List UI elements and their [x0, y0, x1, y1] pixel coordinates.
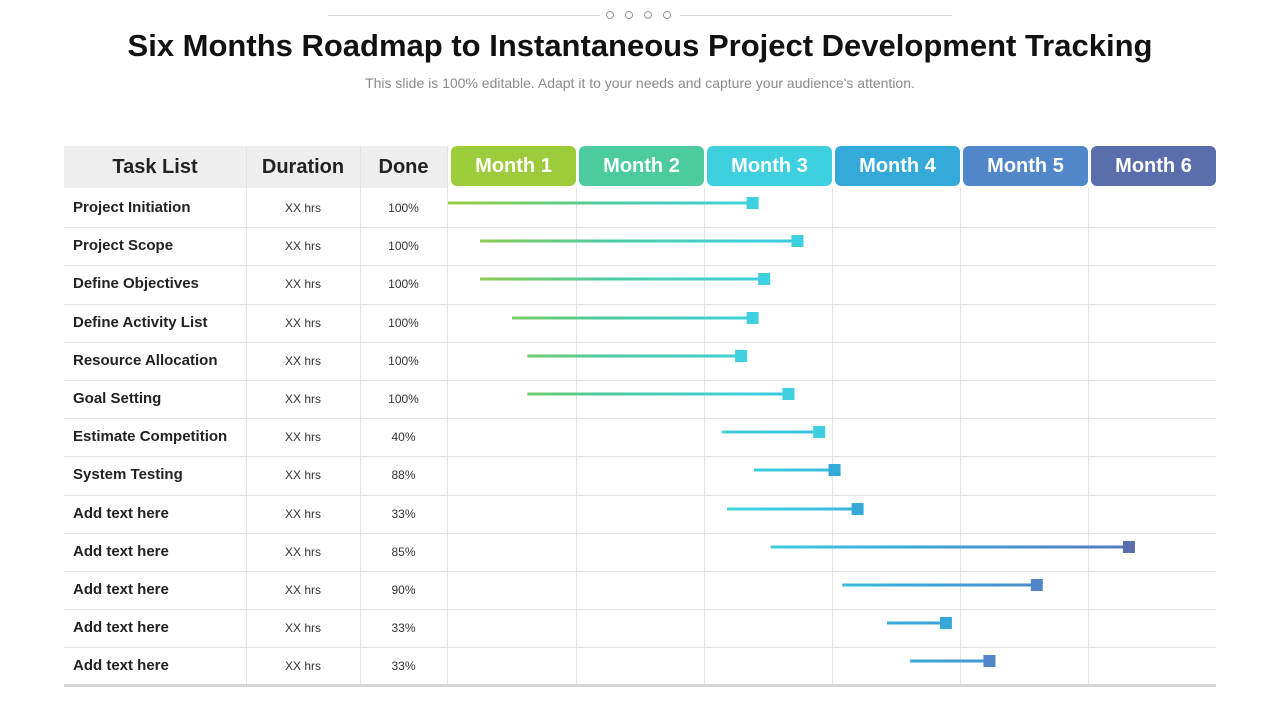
row-separator — [64, 647, 1216, 648]
task-duration: XX hrs — [284, 354, 321, 368]
header-done: Done — [378, 156, 429, 178]
task-duration: XX hrs — [284, 239, 321, 253]
decoration-dot — [625, 11, 633, 19]
header-duration: Duration — [261, 156, 345, 178]
decoration-dot — [663, 11, 671, 19]
task-name: Add text here — [73, 657, 169, 674]
task-duration: XX hrs — [284, 316, 321, 330]
task-name: Add text here — [73, 543, 169, 560]
task-end-marker — [746, 197, 759, 209]
task-duration: XX hrs — [284, 277, 321, 291]
row-separator — [64, 609, 1216, 610]
task-done: 100% — [388, 201, 419, 215]
task-end-marker — [735, 350, 748, 362]
task-name: System Testing — [73, 466, 183, 483]
task-end-marker — [828, 464, 841, 476]
header-task-list: Task List — [112, 156, 198, 178]
task-name: Add text here — [73, 619, 169, 636]
task-duration: XX hrs — [284, 583, 321, 597]
table-header-background — [64, 146, 447, 188]
top-decoration-line-right — [680, 15, 952, 16]
month-header-5: Month 5 — [963, 146, 1088, 186]
decoration-dot — [644, 11, 652, 19]
task-name: Resource Allocation — [73, 352, 218, 369]
task-name: Define Activity List — [73, 314, 208, 331]
month-header-2: Month 2 — [579, 146, 704, 186]
task-done: 100% — [388, 354, 419, 368]
task-name: Project Initiation — [73, 199, 191, 216]
table-bottom-border — [64, 684, 1216, 687]
task-done: 100% — [388, 239, 419, 253]
task-duration: XX hrs — [284, 507, 321, 521]
row-separator — [64, 342, 1216, 343]
task-end-marker — [813, 426, 826, 438]
page-subtitle: This slide is 100% editable. Adapt it to… — [365, 75, 915, 91]
month-grid-vline — [960, 188, 961, 686]
task-done: 90% — [391, 583, 416, 597]
task-done: 100% — [388, 316, 419, 330]
task-end-marker — [983, 655, 996, 667]
top-decoration-line-left — [328, 15, 600, 16]
month-grid-vline — [1088, 188, 1089, 686]
task-end-marker — [939, 617, 952, 629]
task-done: 33% — [391, 621, 416, 635]
task-done: 33% — [391, 659, 416, 673]
top-decoration-dots — [606, 11, 676, 20]
task-done: 88% — [391, 468, 416, 482]
row-separator — [64, 495, 1216, 496]
row-separator — [64, 418, 1216, 419]
task-end-marker — [746, 312, 759, 324]
task-done: 100% — [388, 392, 419, 406]
month-grid-vline — [832, 188, 833, 686]
grid-vline — [447, 146, 448, 686]
row-separator — [64, 304, 1216, 305]
task-name: Project Scope — [73, 237, 174, 254]
month-grid-vline — [704, 188, 705, 686]
task-done: 40% — [391, 430, 416, 444]
task-done: 100% — [388, 277, 419, 291]
task-name: Estimate Competition — [73, 428, 228, 445]
row-separator — [64, 380, 1216, 381]
task-duration: XX hrs — [284, 659, 321, 673]
task-end-marker — [851, 503, 864, 515]
task-end-marker — [782, 388, 795, 400]
task-duration: XX hrs — [284, 201, 321, 215]
row-separator — [64, 227, 1216, 228]
task-duration: XX hrs — [284, 621, 321, 635]
task-done: 85% — [391, 545, 416, 559]
page-title: Six Months Roadmap to Instantaneous Proj… — [127, 28, 1153, 63]
task-end-marker — [1030, 579, 1043, 591]
task-name: Goal Setting — [73, 390, 162, 407]
month-header-6: Month 6 — [1091, 146, 1216, 186]
task-name: Define Objectives — [73, 275, 199, 292]
row-separator — [64, 265, 1216, 266]
month-grid-vline — [576, 188, 577, 686]
task-duration: XX hrs — [284, 468, 321, 482]
task-name: Add text here — [73, 581, 169, 598]
task-done: 33% — [391, 507, 416, 521]
task-end-marker — [1122, 541, 1135, 553]
month-header-1: Month 1 — [451, 146, 576, 186]
task-duration: XX hrs — [284, 545, 321, 559]
task-end-marker — [758, 273, 771, 285]
grid-vline — [246, 146, 247, 686]
row-separator — [64, 456, 1216, 457]
task-duration: XX hrs — [284, 430, 321, 444]
month-header-4: Month 4 — [835, 146, 960, 186]
row-separator — [64, 571, 1216, 572]
decoration-dot — [606, 11, 614, 19]
row-separator — [64, 533, 1216, 534]
task-end-marker — [791, 235, 804, 247]
task-duration: XX hrs — [284, 392, 321, 406]
month-header-3: Month 3 — [707, 146, 832, 186]
task-name: Add text here — [73, 505, 169, 522]
grid-vline — [360, 146, 361, 686]
